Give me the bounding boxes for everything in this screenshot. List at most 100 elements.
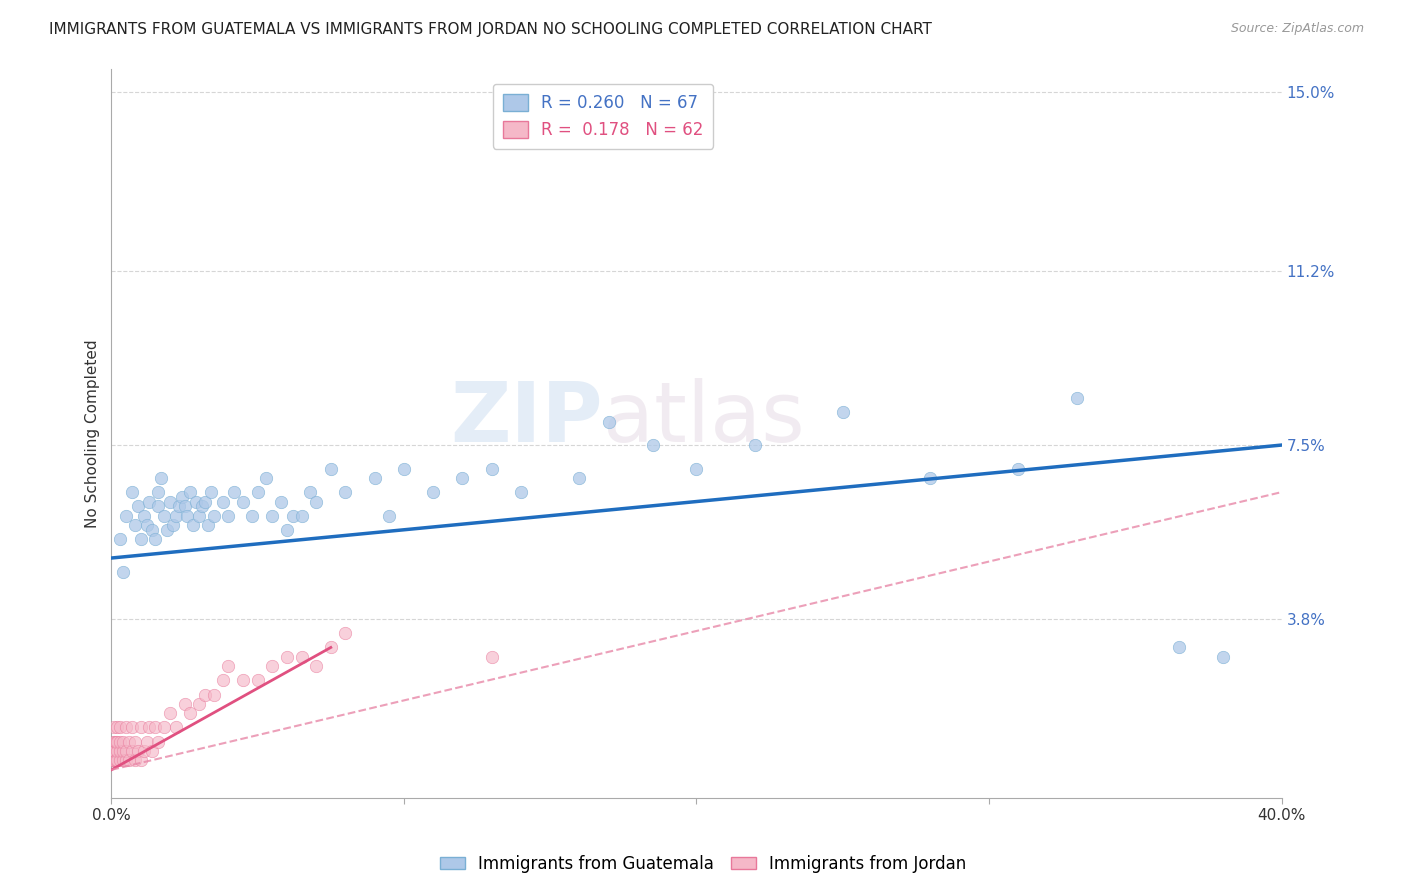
Point (173, 500, 195, 514)
Point (194, 494, 217, 508)
Point (685, 461, 707, 475)
Point (115, 508, 138, 523)
Point (105, 744, 128, 758)
Point (159, 706, 181, 721)
Point (290, 649, 312, 664)
Point (118, 753, 141, 767)
Point (197, 518, 219, 533)
Point (112, 744, 135, 758)
Point (121, 721, 143, 735)
Point (188, 508, 211, 523)
Point (101, 753, 124, 767)
Legend: Immigrants from Guatemala, Immigrants from Jordan: Immigrants from Guatemala, Immigrants fr… (433, 848, 973, 880)
Point (156, 523, 179, 537)
Point (162, 518, 184, 533)
Point (127, 500, 149, 514)
Point (115, 721, 138, 735)
Point (568, 471, 591, 485)
Point (124, 734, 146, 748)
Point (103, 744, 125, 758)
Point (191, 500, 214, 514)
Point (194, 688, 217, 702)
Point (305, 494, 328, 508)
Point (173, 697, 195, 711)
Point (150, 471, 173, 485)
Point (129, 532, 152, 546)
Point (103, 721, 125, 735)
Point (108, 734, 131, 748)
Point (232, 494, 254, 508)
Point (101, 753, 124, 767)
Point (108, 753, 131, 767)
Point (744, 438, 766, 452)
Point (143, 721, 166, 735)
Point (598, 415, 620, 429)
Point (181, 518, 204, 533)
Point (112, 753, 135, 767)
Point (211, 494, 233, 508)
Point (112, 565, 135, 579)
Point (135, 518, 157, 533)
Point (170, 490, 193, 504)
Point (392, 461, 415, 475)
Point (481, 461, 503, 475)
Text: ZIP: ZIP (450, 378, 603, 459)
Point (290, 508, 312, 523)
Point (127, 744, 149, 758)
Point (153, 721, 176, 735)
Point (135, 734, 157, 748)
Point (129, 753, 152, 767)
Point (200, 485, 222, 500)
Point (105, 721, 128, 735)
Text: Source: ZipAtlas.com: Source: ZipAtlas.com (1230, 22, 1364, 36)
Point (118, 734, 141, 748)
Point (103, 753, 125, 767)
Point (256, 471, 278, 485)
Point (105, 753, 128, 767)
Point (167, 500, 190, 514)
Point (481, 649, 503, 664)
Point (121, 744, 143, 758)
Point (211, 673, 233, 688)
Point (165, 721, 187, 735)
Point (262, 659, 284, 673)
Point (101, 744, 124, 758)
Point (124, 753, 146, 767)
Point (1007, 461, 1029, 475)
Point (422, 485, 444, 500)
Point (262, 508, 284, 523)
Text: atlas: atlas (603, 378, 804, 459)
Point (101, 753, 124, 767)
Point (641, 438, 664, 452)
Point (319, 640, 342, 655)
Point (920, 471, 942, 485)
Point (124, 518, 146, 533)
Point (276, 649, 298, 664)
Point (335, 485, 357, 500)
Point (246, 485, 269, 500)
Point (176, 508, 198, 523)
Point (148, 734, 170, 748)
Point (202, 688, 225, 702)
Y-axis label: No Schooling Completed: No Schooling Completed (86, 339, 100, 527)
Point (108, 744, 131, 758)
Point (319, 461, 342, 475)
Point (115, 753, 138, 767)
Point (186, 494, 208, 508)
Point (240, 508, 263, 523)
Point (159, 494, 181, 508)
Point (378, 508, 401, 523)
Text: IMMIGRANTS FROM GUATEMALA VS IMMIGRANTS FROM JORDAN NO SCHOOLING COMPLETED CORRE: IMMIGRANTS FROM GUATEMALA VS IMMIGRANTS … (49, 22, 932, 37)
Point (179, 706, 201, 721)
Point (510, 485, 533, 500)
Point (104, 734, 127, 748)
Point (179, 485, 201, 500)
Point (138, 494, 160, 508)
Point (141, 523, 163, 537)
Point (115, 744, 138, 758)
Point (105, 734, 128, 748)
Point (143, 532, 166, 546)
Point (276, 523, 298, 537)
Point (224, 485, 246, 500)
Point (281, 508, 304, 523)
